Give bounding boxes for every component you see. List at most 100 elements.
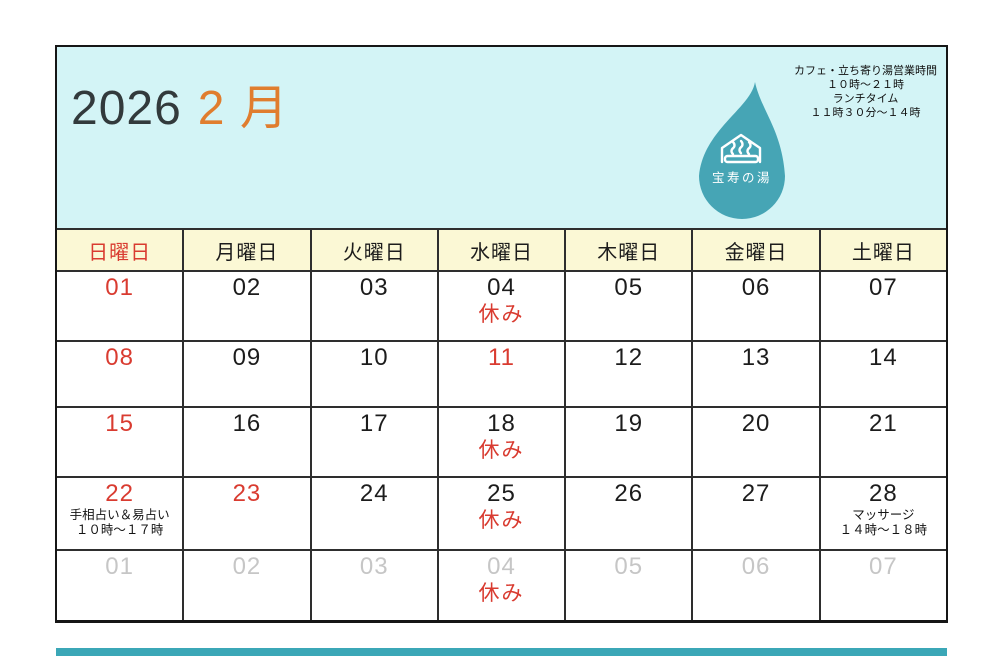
day-number: 25	[487, 480, 516, 507]
calendar-cell: 05	[566, 551, 692, 620]
calendar-cell: 18 休み	[438, 408, 565, 476]
day-number: 28	[868, 480, 898, 507]
calendar-cell: 22 手相占い＆易占い １０時～１７時	[57, 478, 183, 549]
calendar-cell: 08	[57, 342, 183, 406]
day-number: 05	[614, 274, 644, 301]
calendar-cell: 01	[57, 272, 183, 340]
day-number: 07	[868, 553, 898, 580]
calendar-cell: 03	[311, 272, 437, 340]
closed-label: 休み	[478, 302, 525, 326]
calendar-cell: 12	[566, 342, 692, 406]
weekday-header: 水曜日	[438, 230, 565, 270]
calendar-cell: 11	[438, 342, 565, 406]
weekday-header: 月曜日	[184, 230, 310, 270]
event-note: マッサージ	[852, 507, 915, 522]
day-number: 18	[487, 410, 516, 437]
calendar-cell: 13	[693, 342, 819, 406]
calendar-cell: 04 休み	[438, 551, 565, 620]
calendar-cell: 15	[57, 408, 183, 476]
day-number: 17	[359, 410, 389, 437]
day-number: 05	[614, 553, 644, 580]
day-number: 23	[232, 480, 262, 507]
calendar-cell: 02	[184, 272, 310, 340]
calendar-cell: 19	[566, 408, 692, 476]
day-number: 08	[105, 344, 134, 371]
hours-notice: カフェ・立ち寄り湯営業時間 １０時～２１時 ランチタイム １１時３０分～１４時	[794, 64, 937, 120]
day-number: 03	[359, 274, 389, 301]
day-number: 21	[868, 410, 898, 437]
page-title: 2026 2 月	[71, 85, 289, 133]
weekday-header: 木曜日	[566, 230, 692, 270]
calendar-cell: 24	[311, 478, 437, 549]
day-number: 12	[614, 344, 644, 371]
day-number: 14	[868, 344, 898, 371]
calendar-cell: 07	[820, 272, 946, 340]
closed-label: 休み	[478, 581, 525, 605]
calendar-cell: 04 休み	[438, 272, 565, 340]
calendar-cell: 17	[311, 408, 437, 476]
day-number: 06	[741, 274, 771, 301]
day-number: 19	[614, 410, 644, 437]
water-drop-icon: 宝寿の湯	[699, 82, 785, 219]
title-year: 2026	[71, 82, 182, 135]
weekday-header: 火曜日	[311, 230, 437, 270]
calendar-cell: 06	[693, 551, 819, 620]
event-note: １４時～１８時	[839, 523, 928, 538]
day-number: 11	[488, 344, 515, 371]
day-number: 16	[232, 410, 262, 437]
footer-accent-bar	[56, 648, 947, 656]
water-drop-logo: 宝寿の湯	[689, 78, 793, 224]
calendar-cell: 16	[184, 408, 310, 476]
day-number: 01	[105, 553, 134, 580]
day-number: 15	[105, 410, 134, 437]
onsen-house-icon	[720, 133, 762, 164]
calendar: 2026 2 月 カフェ・立ち寄り湯営業時間 １０時～２１時 ランチタイム １１時…	[55, 45, 948, 623]
day-number: 03	[359, 553, 389, 580]
calendar-cell: 10	[311, 342, 437, 406]
day-number: 02	[232, 274, 262, 301]
hours-line: ランチタイム	[832, 93, 899, 105]
day-number: 07	[868, 274, 898, 301]
day-number: 06	[741, 553, 771, 580]
hours-line: １１時３０分～１４時	[810, 107, 921, 119]
calendar-cell: 06	[693, 272, 819, 340]
calendar-cell: 03	[311, 551, 437, 620]
calendar-cell: 14	[820, 342, 946, 406]
day-number: 20	[741, 410, 771, 437]
calendar-cell: 07	[820, 551, 946, 620]
day-number: 04	[487, 553, 516, 580]
calendar-cell: 02	[184, 551, 310, 620]
day-number: 01	[105, 274, 134, 301]
day-number: 27	[741, 480, 771, 507]
day-number: 24	[359, 480, 389, 507]
title-month: 2 月	[197, 82, 289, 135]
event-note: 手相占い＆易占い	[69, 507, 170, 522]
day-number: 02	[232, 553, 262, 580]
calendar-cell: 28 マッサージ １４時～１８時	[820, 478, 946, 549]
day-number: 26	[614, 480, 644, 507]
calendar-cell: 05	[566, 272, 692, 340]
hours-line: カフェ・立ち寄り湯営業時間	[793, 65, 937, 77]
closed-label: 休み	[478, 438, 525, 462]
closed-label: 休み	[478, 508, 525, 532]
calendar-cell: 26	[566, 478, 692, 549]
weekday-header: 日曜日	[57, 230, 183, 270]
calendar-cell: 25 休み	[438, 478, 565, 549]
event-note: １０時～１７時	[75, 523, 164, 538]
day-number: 22	[105, 480, 134, 507]
weekday-header: 金曜日	[693, 230, 819, 270]
calendar-header: 2026 2 月 カフェ・立ち寄り湯営業時間 １０時～２１時 ランチタイム １１時…	[57, 47, 946, 228]
calendar-cell: 21	[820, 408, 946, 476]
calendar-cell: 01	[57, 551, 183, 620]
day-number: 13	[741, 344, 771, 371]
day-number: 09	[232, 344, 262, 371]
day-number: 10	[359, 344, 389, 371]
hours-line: １０時～２１時	[826, 79, 904, 91]
calendar-cell: 27	[693, 478, 819, 549]
calendar-cell: 20	[693, 408, 819, 476]
calendar-cell: 23	[184, 478, 310, 549]
weekday-header: 土曜日	[820, 230, 946, 270]
calendar-cell: 09	[184, 342, 310, 406]
logo-text: 宝寿の湯	[712, 171, 772, 185]
day-number: 04	[487, 274, 516, 301]
